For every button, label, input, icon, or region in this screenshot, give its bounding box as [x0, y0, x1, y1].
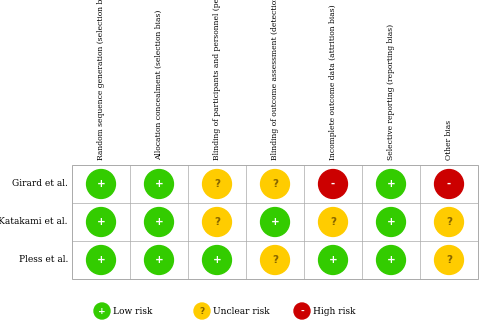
Text: -: - [300, 306, 304, 316]
Circle shape [434, 246, 464, 274]
Text: Incomplete outcome data (attrition bias): Incomplete outcome data (attrition bias) [329, 4, 337, 160]
Circle shape [261, 170, 289, 199]
Text: +: + [155, 217, 163, 227]
Text: Girard et al.: Girard et al. [12, 179, 68, 188]
Text: Other bias: Other bias [445, 120, 453, 160]
Circle shape [261, 208, 289, 237]
Text: Katakami et al.: Katakami et al. [0, 217, 68, 227]
Text: High risk: High risk [313, 306, 355, 316]
Text: +: + [328, 255, 337, 265]
Text: +: + [213, 255, 222, 265]
Circle shape [319, 170, 347, 199]
Text: -: - [447, 179, 451, 189]
Text: +: + [155, 255, 163, 265]
Circle shape [86, 170, 116, 199]
Text: +: + [386, 179, 395, 189]
Text: +: + [386, 255, 395, 265]
Text: Blinding of outcome assessment (detection bias): Blinding of outcome assessment (detectio… [271, 0, 279, 160]
Circle shape [144, 170, 173, 199]
Text: +: + [97, 255, 105, 265]
Text: +: + [98, 306, 106, 316]
Circle shape [194, 303, 210, 319]
Bar [72, 165, 478, 279]
Text: +: + [271, 217, 279, 227]
Text: Pless et al.: Pless et al. [19, 255, 68, 265]
Text: Unclear risk: Unclear risk [213, 306, 270, 316]
Circle shape [203, 246, 231, 274]
Text: ?: ? [272, 255, 278, 265]
Text: Allocation concealment (selection bias): Allocation concealment (selection bias) [155, 10, 163, 160]
Text: ?: ? [200, 306, 204, 316]
Text: ?: ? [272, 179, 278, 189]
Text: ?: ? [446, 255, 452, 265]
Text: Selective reporting (reporting bias): Selective reporting (reporting bias) [387, 24, 395, 160]
Circle shape [434, 170, 464, 199]
Text: +: + [97, 179, 105, 189]
Text: ?: ? [446, 217, 452, 227]
Circle shape [377, 208, 406, 237]
Text: Random sequence generation (selection bias): Random sequence generation (selection bi… [97, 0, 105, 160]
Text: ?: ? [214, 217, 220, 227]
Circle shape [94, 303, 110, 319]
Circle shape [144, 246, 173, 274]
Circle shape [434, 208, 464, 237]
Text: Blinding of participants and personnel (performance bias): Blinding of participants and personnel (… [213, 0, 221, 160]
Text: +: + [97, 217, 105, 227]
Circle shape [319, 208, 347, 237]
Circle shape [86, 208, 116, 237]
Text: -: - [331, 179, 335, 189]
Circle shape [86, 246, 116, 274]
Text: ?: ? [330, 217, 336, 227]
Circle shape [203, 170, 231, 199]
Circle shape [319, 246, 347, 274]
Text: +: + [386, 217, 395, 227]
Circle shape [377, 246, 406, 274]
Circle shape [294, 303, 310, 319]
Circle shape [144, 208, 173, 237]
Circle shape [203, 208, 231, 237]
Text: ?: ? [214, 179, 220, 189]
Circle shape [377, 170, 406, 199]
Circle shape [261, 246, 289, 274]
Text: Low risk: Low risk [113, 306, 152, 316]
Text: +: + [155, 179, 163, 189]
